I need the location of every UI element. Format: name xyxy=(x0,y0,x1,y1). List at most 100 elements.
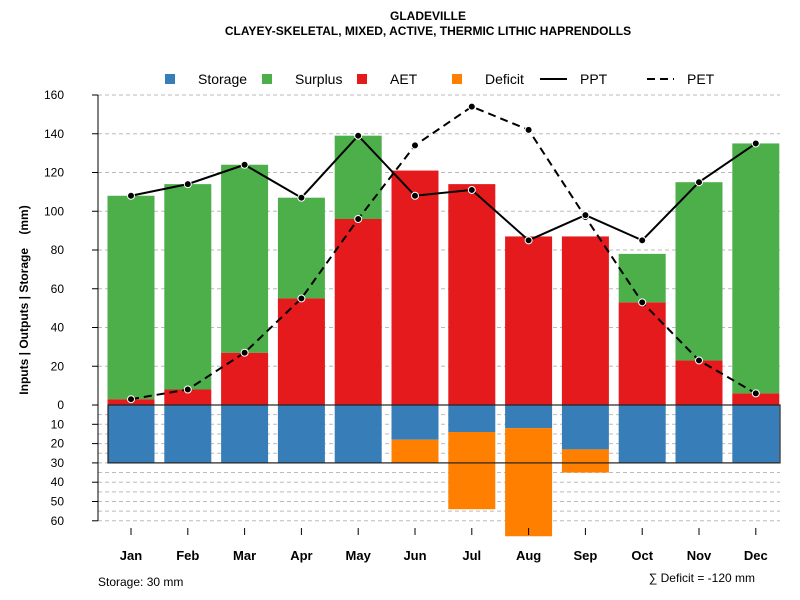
y-tick-label: 30 xyxy=(51,456,65,470)
pet-point xyxy=(240,348,249,357)
ppt-point xyxy=(467,185,476,194)
bar-aet xyxy=(391,170,439,405)
legend-swatch-storage xyxy=(165,74,175,84)
pet-point xyxy=(127,395,135,404)
y-tick-label: 40 xyxy=(51,321,65,335)
ppt-point xyxy=(638,236,647,245)
bar-storage xyxy=(277,405,325,463)
legend-label-storage: Storage xyxy=(198,71,247,87)
bar-storage xyxy=(448,405,496,433)
footer-deficit-sum: ∑ Deficit = -120 mm xyxy=(649,571,755,585)
ppt-point xyxy=(354,131,363,140)
footer-storage: Storage: 30 mm xyxy=(98,575,183,589)
x-tick-label: Jul xyxy=(462,548,481,563)
x-tick-label: Dec xyxy=(744,548,768,563)
ppt-point xyxy=(524,236,533,245)
bar-surplus xyxy=(164,184,212,390)
bar-surplus xyxy=(732,143,780,394)
legend-label-deficit: Deficit xyxy=(485,71,524,87)
pet-point xyxy=(297,294,306,303)
ppt-point xyxy=(411,191,419,200)
y-tick-label: 20 xyxy=(51,437,65,451)
bar-storage xyxy=(505,405,553,429)
y-tick-label: 100 xyxy=(44,204,64,218)
x-tick-label: Oct xyxy=(631,548,653,563)
bar-aet xyxy=(448,184,496,405)
legend-label-surplus: Surplus xyxy=(295,71,342,87)
x-tick-label: Aug xyxy=(516,548,541,563)
pet-line xyxy=(130,105,757,401)
bar-storage xyxy=(334,405,382,463)
bar-deficit xyxy=(561,449,609,473)
legend-swatch-deficit xyxy=(452,74,462,84)
y-tick-label: 160 xyxy=(44,88,64,102)
y-tick-label: 40 xyxy=(51,475,65,489)
pet-point xyxy=(467,102,476,111)
bar-aet xyxy=(277,298,325,405)
ppt-point xyxy=(240,160,249,169)
y-tick-label: 0 xyxy=(57,398,64,412)
bar-storage xyxy=(675,405,723,463)
ppt-point xyxy=(127,191,135,200)
bar-storage xyxy=(391,405,439,440)
x-tick-label: Nov xyxy=(687,548,712,563)
chart-subtitle: CLAYEY-SKELETAL, MIXED, ACTIVE, THERMIC … xyxy=(225,24,631,38)
y-tick-label: 80 xyxy=(51,243,65,257)
bar-surplus xyxy=(107,195,155,400)
y-tick-label: 20 xyxy=(51,359,65,373)
ppt-point xyxy=(581,211,590,220)
x-tick-label: Sep xyxy=(573,548,597,563)
bar-aet xyxy=(221,352,269,405)
legend-label-pet: PET xyxy=(687,71,715,87)
bar-aet xyxy=(618,302,666,405)
y-tick-label: 10 xyxy=(51,417,65,431)
y-tick-label: 50 xyxy=(51,495,65,509)
bar-aet xyxy=(164,389,212,405)
bar-storage xyxy=(107,405,155,463)
x-tick-label: Apr xyxy=(290,548,312,563)
pet-point xyxy=(751,389,760,398)
y-axis-label: Inputs | Outputs | Storage (mm) xyxy=(17,205,31,394)
legend-swatch-surplus xyxy=(262,74,272,84)
ppt-point xyxy=(695,178,703,187)
bar-surplus xyxy=(334,135,382,219)
pet-point xyxy=(638,298,647,307)
legend-label-aet: AET xyxy=(390,71,418,87)
y-tick-label: 60 xyxy=(51,514,65,528)
bar-surplus xyxy=(618,253,666,303)
y-tick-label: 140 xyxy=(44,127,64,141)
bar-deficit xyxy=(391,439,439,463)
bar-aet xyxy=(505,236,553,405)
storage-capacity-box xyxy=(107,404,781,464)
ppt-line xyxy=(130,134,757,242)
x-tick-label: May xyxy=(346,548,372,563)
ppt-point xyxy=(751,139,760,148)
bar-surplus xyxy=(277,197,325,299)
pet-point xyxy=(695,356,703,365)
x-tick-label: Mar xyxy=(233,548,256,563)
legend-swatch-aet xyxy=(357,74,367,84)
bar-deficit xyxy=(505,428,553,537)
bar-storage xyxy=(221,405,269,463)
bar-aet xyxy=(334,219,382,405)
ppt-point xyxy=(297,193,306,202)
chart-title: GLADEVILLE xyxy=(390,9,466,23)
pet-point xyxy=(354,215,363,223)
ppt-point xyxy=(183,180,192,189)
x-tick-label: Feb xyxy=(176,548,199,563)
bar-aet xyxy=(675,360,723,405)
x-tick-label: Jan xyxy=(120,548,142,563)
x-tick-label: Jun xyxy=(403,548,426,563)
legend-label-ppt: PPT xyxy=(580,71,608,87)
bar-surplus xyxy=(675,182,723,361)
bar-aet xyxy=(732,393,780,405)
bar-storage xyxy=(164,405,212,463)
bar-storage xyxy=(618,405,666,463)
pet-point xyxy=(183,385,192,394)
bar-storage xyxy=(732,405,780,463)
bar-aet xyxy=(561,236,609,405)
bar-deficit xyxy=(448,432,496,510)
y-tick-label: 120 xyxy=(44,166,64,180)
bar-surplus xyxy=(221,164,269,353)
